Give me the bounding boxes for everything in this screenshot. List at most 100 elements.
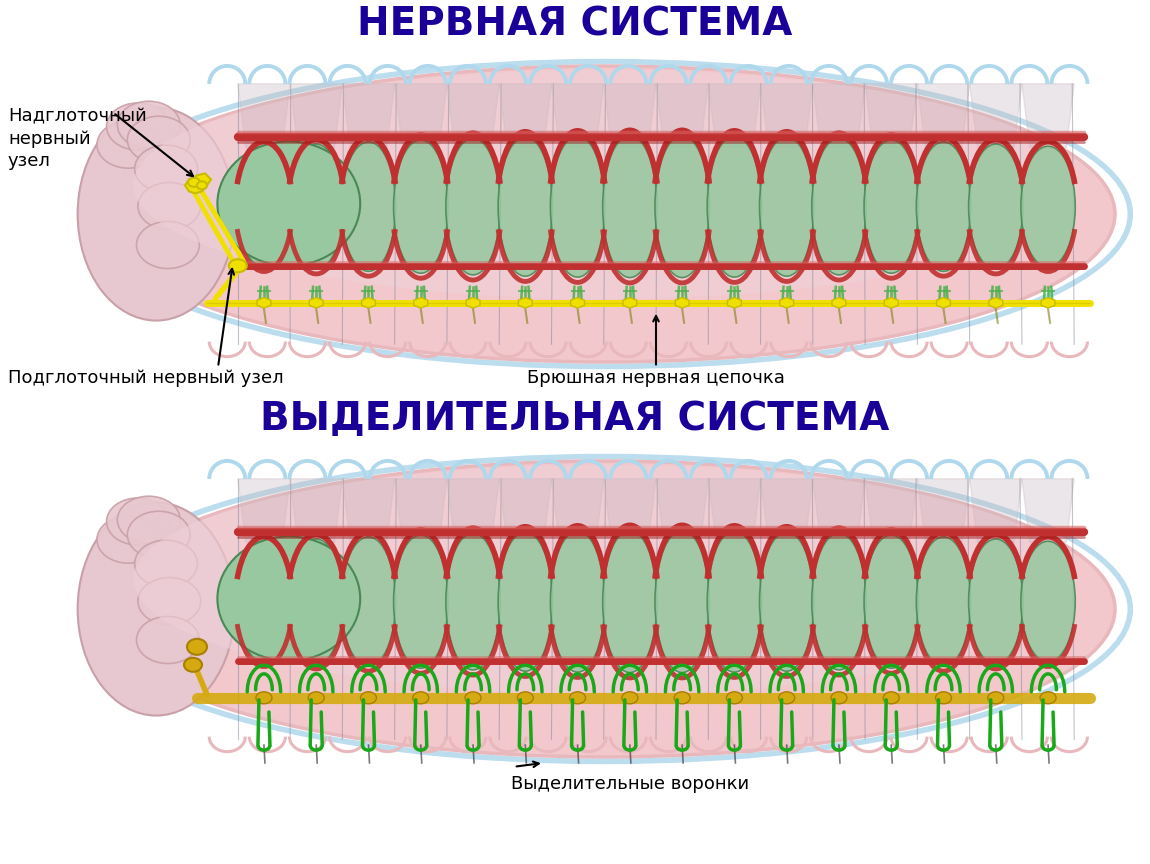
Ellipse shape [197, 181, 207, 189]
Ellipse shape [237, 146, 291, 267]
Ellipse shape [812, 533, 866, 670]
Text: Надглоточный
нервный
узел: Надглоточный нервный узел [8, 107, 147, 170]
Ellipse shape [968, 144, 1024, 270]
Polygon shape [813, 479, 865, 543]
Polygon shape [708, 84, 760, 148]
Polygon shape [604, 84, 655, 148]
Ellipse shape [779, 692, 795, 704]
Polygon shape [623, 297, 637, 308]
Ellipse shape [707, 531, 761, 672]
Ellipse shape [759, 137, 814, 276]
Polygon shape [813, 84, 865, 148]
Ellipse shape [707, 137, 761, 277]
Ellipse shape [518, 692, 534, 704]
Ellipse shape [759, 532, 814, 671]
Ellipse shape [107, 103, 169, 150]
Ellipse shape [117, 101, 181, 149]
Ellipse shape [622, 692, 638, 704]
Ellipse shape [184, 658, 202, 672]
Polygon shape [394, 479, 447, 543]
Ellipse shape [107, 498, 169, 545]
Ellipse shape [864, 535, 919, 668]
Ellipse shape [342, 142, 396, 271]
Ellipse shape [935, 692, 951, 704]
Polygon shape [865, 479, 918, 543]
Ellipse shape [229, 259, 247, 272]
Polygon shape [499, 479, 552, 543]
Ellipse shape [135, 145, 198, 193]
Polygon shape [604, 479, 655, 543]
Ellipse shape [674, 692, 690, 704]
Ellipse shape [498, 532, 552, 671]
Ellipse shape [97, 516, 160, 563]
Polygon shape [552, 84, 604, 148]
Ellipse shape [95, 461, 1116, 757]
Polygon shape [343, 84, 394, 148]
Polygon shape [1022, 84, 1074, 148]
Polygon shape [656, 479, 708, 543]
Ellipse shape [117, 496, 181, 543]
Polygon shape [708, 479, 760, 543]
Polygon shape [936, 297, 950, 308]
Ellipse shape [551, 137, 605, 277]
Ellipse shape [446, 533, 500, 670]
Polygon shape [780, 297, 793, 308]
Polygon shape [1022, 479, 1074, 543]
Ellipse shape [217, 142, 360, 266]
Ellipse shape [133, 465, 1076, 694]
Ellipse shape [128, 117, 190, 163]
Polygon shape [969, 84, 1022, 148]
Ellipse shape [551, 531, 605, 672]
Ellipse shape [831, 692, 846, 704]
Text: Брюшная нервная цепочка: Брюшная нервная цепочка [527, 370, 785, 387]
Polygon shape [414, 297, 428, 308]
Ellipse shape [97, 121, 160, 168]
Ellipse shape [393, 140, 448, 273]
Ellipse shape [342, 537, 396, 666]
Polygon shape [884, 297, 898, 308]
Polygon shape [309, 297, 323, 308]
Polygon shape [343, 479, 394, 543]
Polygon shape [290, 479, 343, 543]
Ellipse shape [133, 70, 1076, 299]
Polygon shape [447, 84, 499, 148]
Polygon shape [447, 479, 499, 543]
Polygon shape [760, 84, 813, 148]
Ellipse shape [138, 577, 201, 625]
Polygon shape [833, 297, 846, 308]
Ellipse shape [864, 140, 919, 273]
Polygon shape [185, 174, 210, 194]
Polygon shape [256, 297, 271, 308]
Ellipse shape [137, 616, 199, 664]
Ellipse shape [603, 530, 657, 672]
Ellipse shape [237, 541, 291, 662]
Polygon shape [760, 479, 813, 543]
Polygon shape [989, 297, 1003, 308]
Polygon shape [675, 297, 689, 308]
Ellipse shape [187, 178, 200, 187]
Polygon shape [238, 84, 290, 148]
Ellipse shape [917, 142, 971, 271]
Text: НЕРВНАЯ СИСТЕМА: НЕРВНАЯ СИСТЕМА [358, 6, 792, 44]
Polygon shape [361, 297, 375, 308]
Ellipse shape [360, 692, 376, 704]
Ellipse shape [78, 503, 235, 715]
Text: Выделительные воронки: Выделительные воронки [512, 775, 750, 793]
Ellipse shape [413, 692, 429, 704]
Ellipse shape [446, 138, 500, 275]
Text: Подглоточный нервный узел: Подглоточный нервный узел [8, 370, 284, 387]
Polygon shape [570, 297, 584, 308]
Ellipse shape [465, 692, 481, 704]
Ellipse shape [1021, 146, 1075, 267]
Ellipse shape [1021, 541, 1075, 662]
Ellipse shape [917, 537, 971, 666]
Ellipse shape [135, 540, 198, 588]
Ellipse shape [138, 182, 201, 230]
Ellipse shape [656, 530, 710, 672]
Ellipse shape [393, 535, 448, 668]
Polygon shape [499, 84, 552, 148]
Polygon shape [918, 479, 969, 543]
Polygon shape [865, 84, 918, 148]
Polygon shape [552, 479, 604, 543]
Ellipse shape [812, 138, 866, 275]
